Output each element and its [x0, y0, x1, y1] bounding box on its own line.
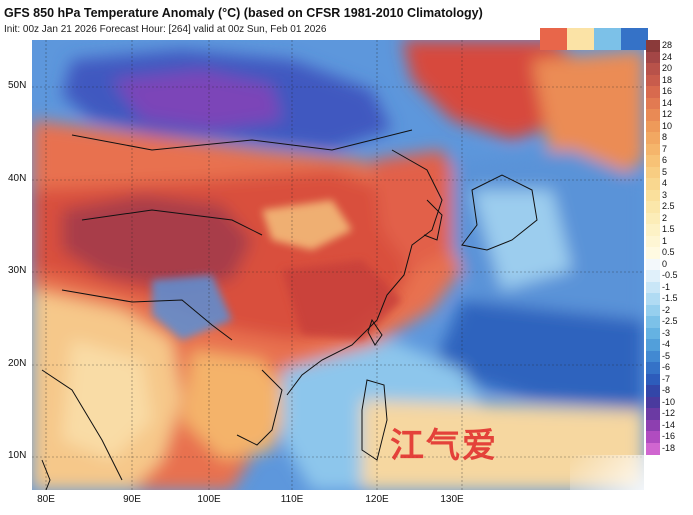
colorbar-tick-label: 1.5	[662, 224, 675, 234]
lon-label-130e: 130E	[440, 494, 464, 505]
colorbar-tick-label: 2	[662, 212, 668, 223]
colorbar-segment	[646, 109, 660, 121]
colorbar-segment	[646, 431, 660, 443]
watermark-text: 江气爱	[390, 426, 498, 466]
lon-label-120e: 120E	[365, 494, 389, 505]
colorbar-segment	[646, 235, 660, 248]
colorbar-segment	[646, 74, 660, 87]
colorbar-segment	[646, 155, 660, 167]
chart-subtitle: Init: 00z Jan 21 2026 Forecast Hour: [26…	[4, 24, 327, 35]
colorbar-tick-label: 2.5	[662, 201, 675, 211]
lon-label-110e: 110E	[280, 494, 304, 505]
colorbar-tick-label: -5	[662, 350, 671, 361]
colorbar-tick-label: -7	[662, 373, 671, 384]
colorbar-tick-label: -12	[662, 408, 676, 418]
colorbar-segment	[646, 350, 660, 363]
colorbar-tick-label: 14	[662, 97, 673, 108]
colorbar-tick-label: 24	[662, 51, 673, 62]
colorbar-segment	[646, 224, 660, 236]
colorbar-segment	[646, 316, 660, 328]
colorbar-segment	[646, 63, 660, 75]
colorbar-tick-label: -2.5	[662, 316, 678, 326]
colorbar-tick-label: -16	[662, 431, 676, 441]
colorbar-tick-label: -10	[662, 396, 676, 407]
colorbar-segment	[646, 166, 660, 179]
colorbar-segment	[646, 201, 660, 213]
colorbar-tick-label: 4	[662, 178, 668, 188]
colorbar-segment	[646, 51, 660, 64]
lat-label-40n: 40N	[8, 173, 27, 184]
colorbar-segment	[646, 258, 660, 271]
colorbar-segment	[646, 247, 660, 259]
lat-label-10n: 10N	[8, 450, 27, 461]
legend-chip-lightblue	[594, 28, 621, 50]
colorbar-tick-label: -2	[662, 304, 671, 315]
colorbar-segment	[646, 40, 660, 52]
colorbar-segment	[646, 212, 660, 225]
lon-label-80e: 80E	[37, 494, 55, 505]
colorbar-segment	[646, 132, 660, 144]
colorbar-segment	[646, 281, 660, 294]
colorbar-segment	[646, 86, 660, 98]
colorbar-tick-label: 0	[662, 258, 668, 269]
colorbar-tick-label: 18	[662, 74, 673, 85]
colorbar-tick-label: -1	[662, 281, 671, 292]
colorbar-tick-label: 16	[662, 86, 673, 96]
colorbar-tick-label: -3	[662, 327, 671, 338]
legend-chip-pale	[567, 28, 594, 50]
legend-chip-blue	[621, 28, 648, 50]
lon-label-100e: 100E	[197, 494, 221, 505]
colorbar-segment	[646, 120, 660, 133]
colorbar-segment	[646, 362, 660, 374]
colorbar-segment	[646, 396, 660, 409]
legend-chip-warm	[540, 28, 567, 50]
colorbar-tick-label: 0.5	[662, 247, 675, 257]
colorbar-tick-label: 8	[662, 132, 668, 142]
colorbar-tick-label: 7	[662, 143, 668, 154]
colorbar-tick-label: 10	[662, 120, 673, 131]
colorbar-segment	[646, 293, 660, 305]
colorbar-tick-label: -14	[662, 419, 676, 430]
colorbar-segment	[646, 270, 660, 282]
colorbar-tick-label: 20	[662, 63, 673, 73]
colorbar-segment	[646, 385, 660, 397]
colorbar-tick-label: -0.5	[662, 270, 678, 280]
lat-label-50n: 50N	[8, 80, 27, 91]
colorbar-segment	[646, 327, 660, 340]
colorbar-segment	[646, 419, 660, 432]
colorbar-segment	[646, 143, 660, 156]
colorbar	[646, 40, 660, 455]
colorbar-segment	[646, 304, 660, 317]
colorbar-tick-label: 12	[662, 109, 673, 119]
colorbar-segment	[646, 408, 660, 420]
colorbar-tick-label: 6	[662, 155, 668, 165]
lat-label-30n: 30N	[8, 265, 27, 276]
anomaly-map	[32, 40, 644, 490]
colorbar-tick-label: -8	[662, 385, 671, 395]
colorbar-segment	[646, 178, 660, 190]
colorbar-segment	[646, 339, 660, 351]
colorbar-tick-label: 28	[662, 40, 673, 50]
colorbar-tick-label: -4	[662, 339, 671, 349]
colorbar-tick-label: 3	[662, 189, 668, 200]
colorbar-tick-label: -18	[662, 442, 676, 453]
lat-label-20n: 20N	[8, 358, 27, 369]
corner-fade	[570, 455, 693, 515]
colorbar-segment	[646, 442, 660, 455]
chart-title: GFS 850 hPa Temperature Anomaly (°C) (ba…	[4, 6, 483, 20]
colorbar-tick-label: 5	[662, 166, 668, 177]
colorbar-segment	[646, 97, 660, 110]
colorbar-tick-label: 1	[662, 235, 668, 246]
colorbar-segment	[646, 373, 660, 386]
colorbar-tick-label: -1.5	[662, 293, 678, 303]
colorbar-segment	[646, 189, 660, 202]
lon-label-90e: 90E	[123, 494, 141, 505]
colorbar-tick-label: -6	[662, 362, 671, 372]
